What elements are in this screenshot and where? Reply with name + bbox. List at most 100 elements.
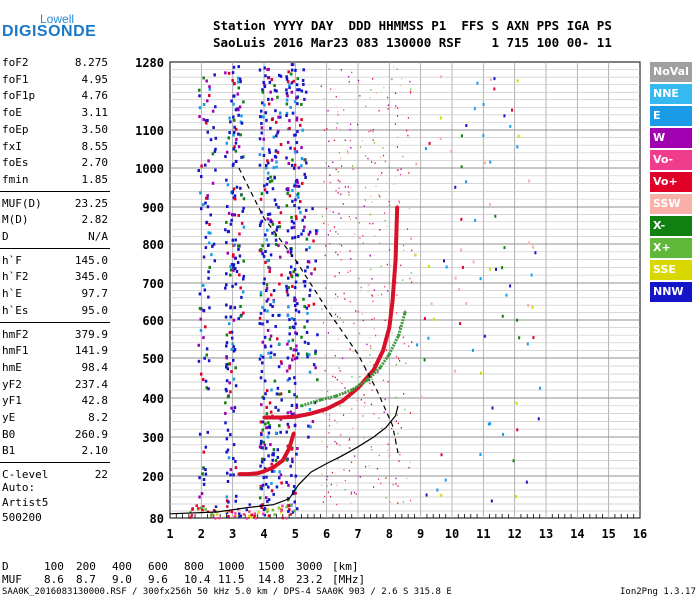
echo-point bbox=[214, 136, 218, 140]
echo-point bbox=[286, 378, 290, 382]
echo-noise bbox=[369, 213, 371, 216]
echo-point bbox=[268, 212, 272, 216]
echo-point bbox=[277, 73, 281, 77]
echo-point bbox=[242, 206, 245, 210]
echo-point bbox=[302, 229, 305, 233]
echo-point bbox=[285, 111, 289, 115]
echo-point bbox=[277, 342, 281, 346]
echo-noise bbox=[397, 432, 399, 435]
echo-point bbox=[287, 276, 290, 280]
echo-noise bbox=[389, 204, 391, 206]
echo-point bbox=[241, 209, 245, 213]
echo-noise bbox=[361, 140, 364, 142]
echo-sparse bbox=[505, 293, 508, 297]
echo-point bbox=[199, 317, 202, 321]
echo-point bbox=[277, 205, 280, 209]
echo-point bbox=[306, 311, 309, 315]
echo-noise bbox=[330, 483, 332, 486]
echo-noise bbox=[385, 496, 387, 499]
echo-point bbox=[225, 471, 229, 475]
echo-point bbox=[296, 88, 299, 92]
x-tick-label: 5 bbox=[292, 527, 299, 541]
echo-noise bbox=[332, 349, 334, 351]
echo-point bbox=[232, 102, 235, 106]
echo-point bbox=[288, 390, 291, 394]
echo-noise bbox=[322, 190, 325, 193]
muf-distance-cell: 1500 bbox=[258, 560, 285, 573]
echo-e-region bbox=[191, 507, 194, 510]
echo-point bbox=[267, 102, 271, 106]
echo-point bbox=[307, 435, 310, 439]
echo-noise bbox=[371, 201, 373, 203]
echo-point bbox=[297, 206, 301, 210]
echo-point bbox=[303, 304, 306, 308]
echo-noise bbox=[377, 371, 379, 374]
echo-sparse bbox=[465, 180, 468, 184]
echo-point bbox=[314, 229, 318, 233]
panel-separator bbox=[0, 247, 110, 249]
echo-point bbox=[278, 225, 282, 229]
echo-noise bbox=[334, 354, 336, 357]
echo-point bbox=[261, 90, 265, 94]
echo-point bbox=[201, 378, 205, 382]
echo-point bbox=[305, 161, 308, 165]
echo-noise bbox=[334, 293, 337, 296]
echo-point bbox=[230, 336, 234, 340]
echo-point bbox=[269, 126, 272, 130]
echo-point bbox=[294, 68, 297, 72]
autoscale-label: Auto: bbox=[2, 481, 36, 494]
echo-point bbox=[203, 356, 206, 360]
echo-point bbox=[234, 159, 238, 163]
echo-point bbox=[227, 500, 230, 504]
echo-noise bbox=[367, 284, 369, 287]
echo-noise bbox=[324, 287, 327, 289]
echo-point bbox=[225, 205, 229, 209]
echo-sparse bbox=[516, 79, 519, 83]
echo-noise bbox=[340, 165, 343, 167]
trace-point bbox=[378, 366, 382, 370]
echo-noise bbox=[322, 321, 325, 324]
echo-point bbox=[232, 377, 236, 381]
echo-point bbox=[264, 345, 267, 349]
echo-noise bbox=[343, 292, 345, 295]
echo-point bbox=[303, 97, 306, 101]
param-key: h`Es bbox=[2, 303, 29, 317]
echo-point bbox=[285, 156, 288, 160]
echo-point bbox=[287, 483, 290, 487]
echo-point bbox=[271, 458, 274, 462]
echo-sparse bbox=[461, 265, 464, 269]
autoscale-artist: Artist5 bbox=[2, 496, 49, 509]
x-tick-label: 10 bbox=[445, 527, 459, 541]
echo-point bbox=[232, 65, 236, 69]
echo-point bbox=[292, 326, 296, 330]
echo-noise bbox=[325, 162, 327, 164]
param-fxi: fxI 8.55 bbox=[2, 139, 108, 154]
echo-noise bbox=[338, 212, 340, 215]
echo-point bbox=[237, 317, 240, 321]
echo-point bbox=[229, 433, 232, 437]
echo-point bbox=[240, 295, 243, 299]
echo-point bbox=[266, 297, 270, 301]
echo-noise bbox=[329, 181, 331, 184]
x-tick-label: 13 bbox=[539, 527, 553, 541]
echo-point bbox=[295, 273, 298, 277]
echo-point bbox=[266, 68, 269, 72]
echo-point bbox=[264, 233, 267, 237]
echo-point bbox=[308, 408, 312, 412]
echo-point bbox=[292, 485, 296, 489]
echo-point bbox=[214, 168, 217, 172]
echo-point bbox=[290, 63, 294, 67]
echo-point bbox=[232, 253, 235, 257]
echo-point bbox=[265, 405, 268, 409]
echo-point bbox=[240, 114, 243, 118]
echo-point bbox=[285, 458, 289, 462]
param-b1: B1 2.10 bbox=[2, 443, 108, 458]
echo-noise bbox=[348, 469, 351, 472]
echo-e-region bbox=[227, 510, 231, 513]
echo-noise bbox=[375, 185, 377, 188]
echo-noise bbox=[336, 378, 338, 381]
echo-point bbox=[316, 378, 319, 382]
echo-sparse bbox=[440, 75, 443, 79]
echo-point bbox=[237, 86, 241, 90]
echo-e-region bbox=[239, 514, 243, 518]
